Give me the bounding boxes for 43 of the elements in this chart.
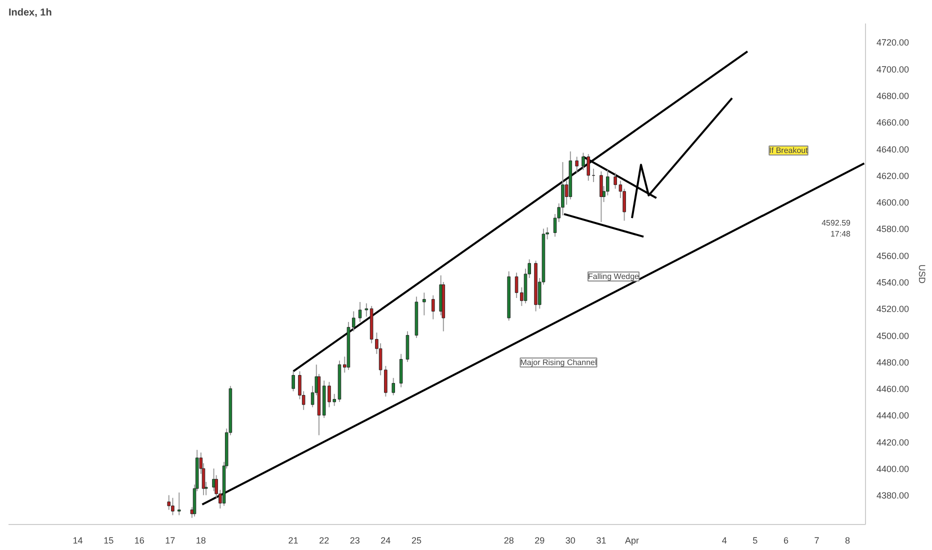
x-tick-label: 6 xyxy=(783,536,788,546)
x-tick-label: 25 xyxy=(411,536,422,546)
y-axis-title: USD xyxy=(917,264,928,284)
x-tick-label: 24 xyxy=(380,536,391,546)
x-tick-label: 5 xyxy=(752,536,758,546)
x-tick-label: 7 xyxy=(814,536,820,546)
x-tick-label: Apr xyxy=(625,536,640,546)
x-tick-label: 18 xyxy=(196,536,206,546)
x-tick-label: 22 xyxy=(319,536,330,546)
x-tick-label: 17 xyxy=(165,536,176,546)
y-tick-label: 4400.00 xyxy=(876,464,910,474)
x-tick-label: 15 xyxy=(104,536,114,546)
x-tick-label: 29 xyxy=(534,536,545,546)
annotation: Major Rising Channel xyxy=(520,358,597,367)
y-tick-label: 4620.00 xyxy=(876,170,910,181)
annotation: Falling Wedge xyxy=(588,272,640,281)
y-tick-label: 4580.00 xyxy=(876,224,910,234)
x-tick-label: 8 xyxy=(845,536,850,546)
x-tick-label: 28 xyxy=(504,536,514,546)
x-tick-label: 4 xyxy=(722,536,727,546)
y-tick-label: 4460.00 xyxy=(876,384,910,394)
x-tick-label: 21 xyxy=(288,536,298,546)
y-tick-label: 4480.00 xyxy=(876,357,910,368)
x-tick-label: 31 xyxy=(596,536,606,546)
y-tick-label: 4700.00 xyxy=(876,64,910,74)
y-tick-label: 4540.00 xyxy=(876,277,910,288)
y-tick-label: 4500.00 xyxy=(876,330,910,341)
y-tick-label: 4640.00 xyxy=(876,144,910,154)
y-tick-label: 4660.00 xyxy=(876,118,910,128)
y-tick-label: 4420.00 xyxy=(876,437,910,448)
y-tick-label: 4680.00 xyxy=(876,90,910,101)
x-tick-label: 14 xyxy=(72,536,83,546)
x-tick-label: 30 xyxy=(565,536,576,546)
y-tick-label: 4560.00 xyxy=(876,250,910,261)
x-tick-label: 23 xyxy=(350,536,360,546)
y-tick-label: 4520.00 xyxy=(876,304,910,314)
y-tick-label: 4440.00 xyxy=(876,410,910,421)
annotation: 4592.59 17:48 xyxy=(822,218,852,238)
x-tick-label: 16 xyxy=(134,536,144,546)
chart-title: Index, 1h xyxy=(8,8,52,18)
y-tick-label: 4380.00 xyxy=(876,490,910,501)
y-tick-label: 4720.00 xyxy=(876,38,910,48)
y-tick-label: 4600.00 xyxy=(876,198,910,208)
